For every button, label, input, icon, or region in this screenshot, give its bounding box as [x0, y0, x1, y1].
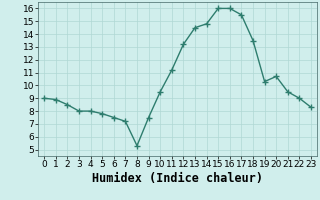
X-axis label: Humidex (Indice chaleur): Humidex (Indice chaleur): [92, 172, 263, 185]
